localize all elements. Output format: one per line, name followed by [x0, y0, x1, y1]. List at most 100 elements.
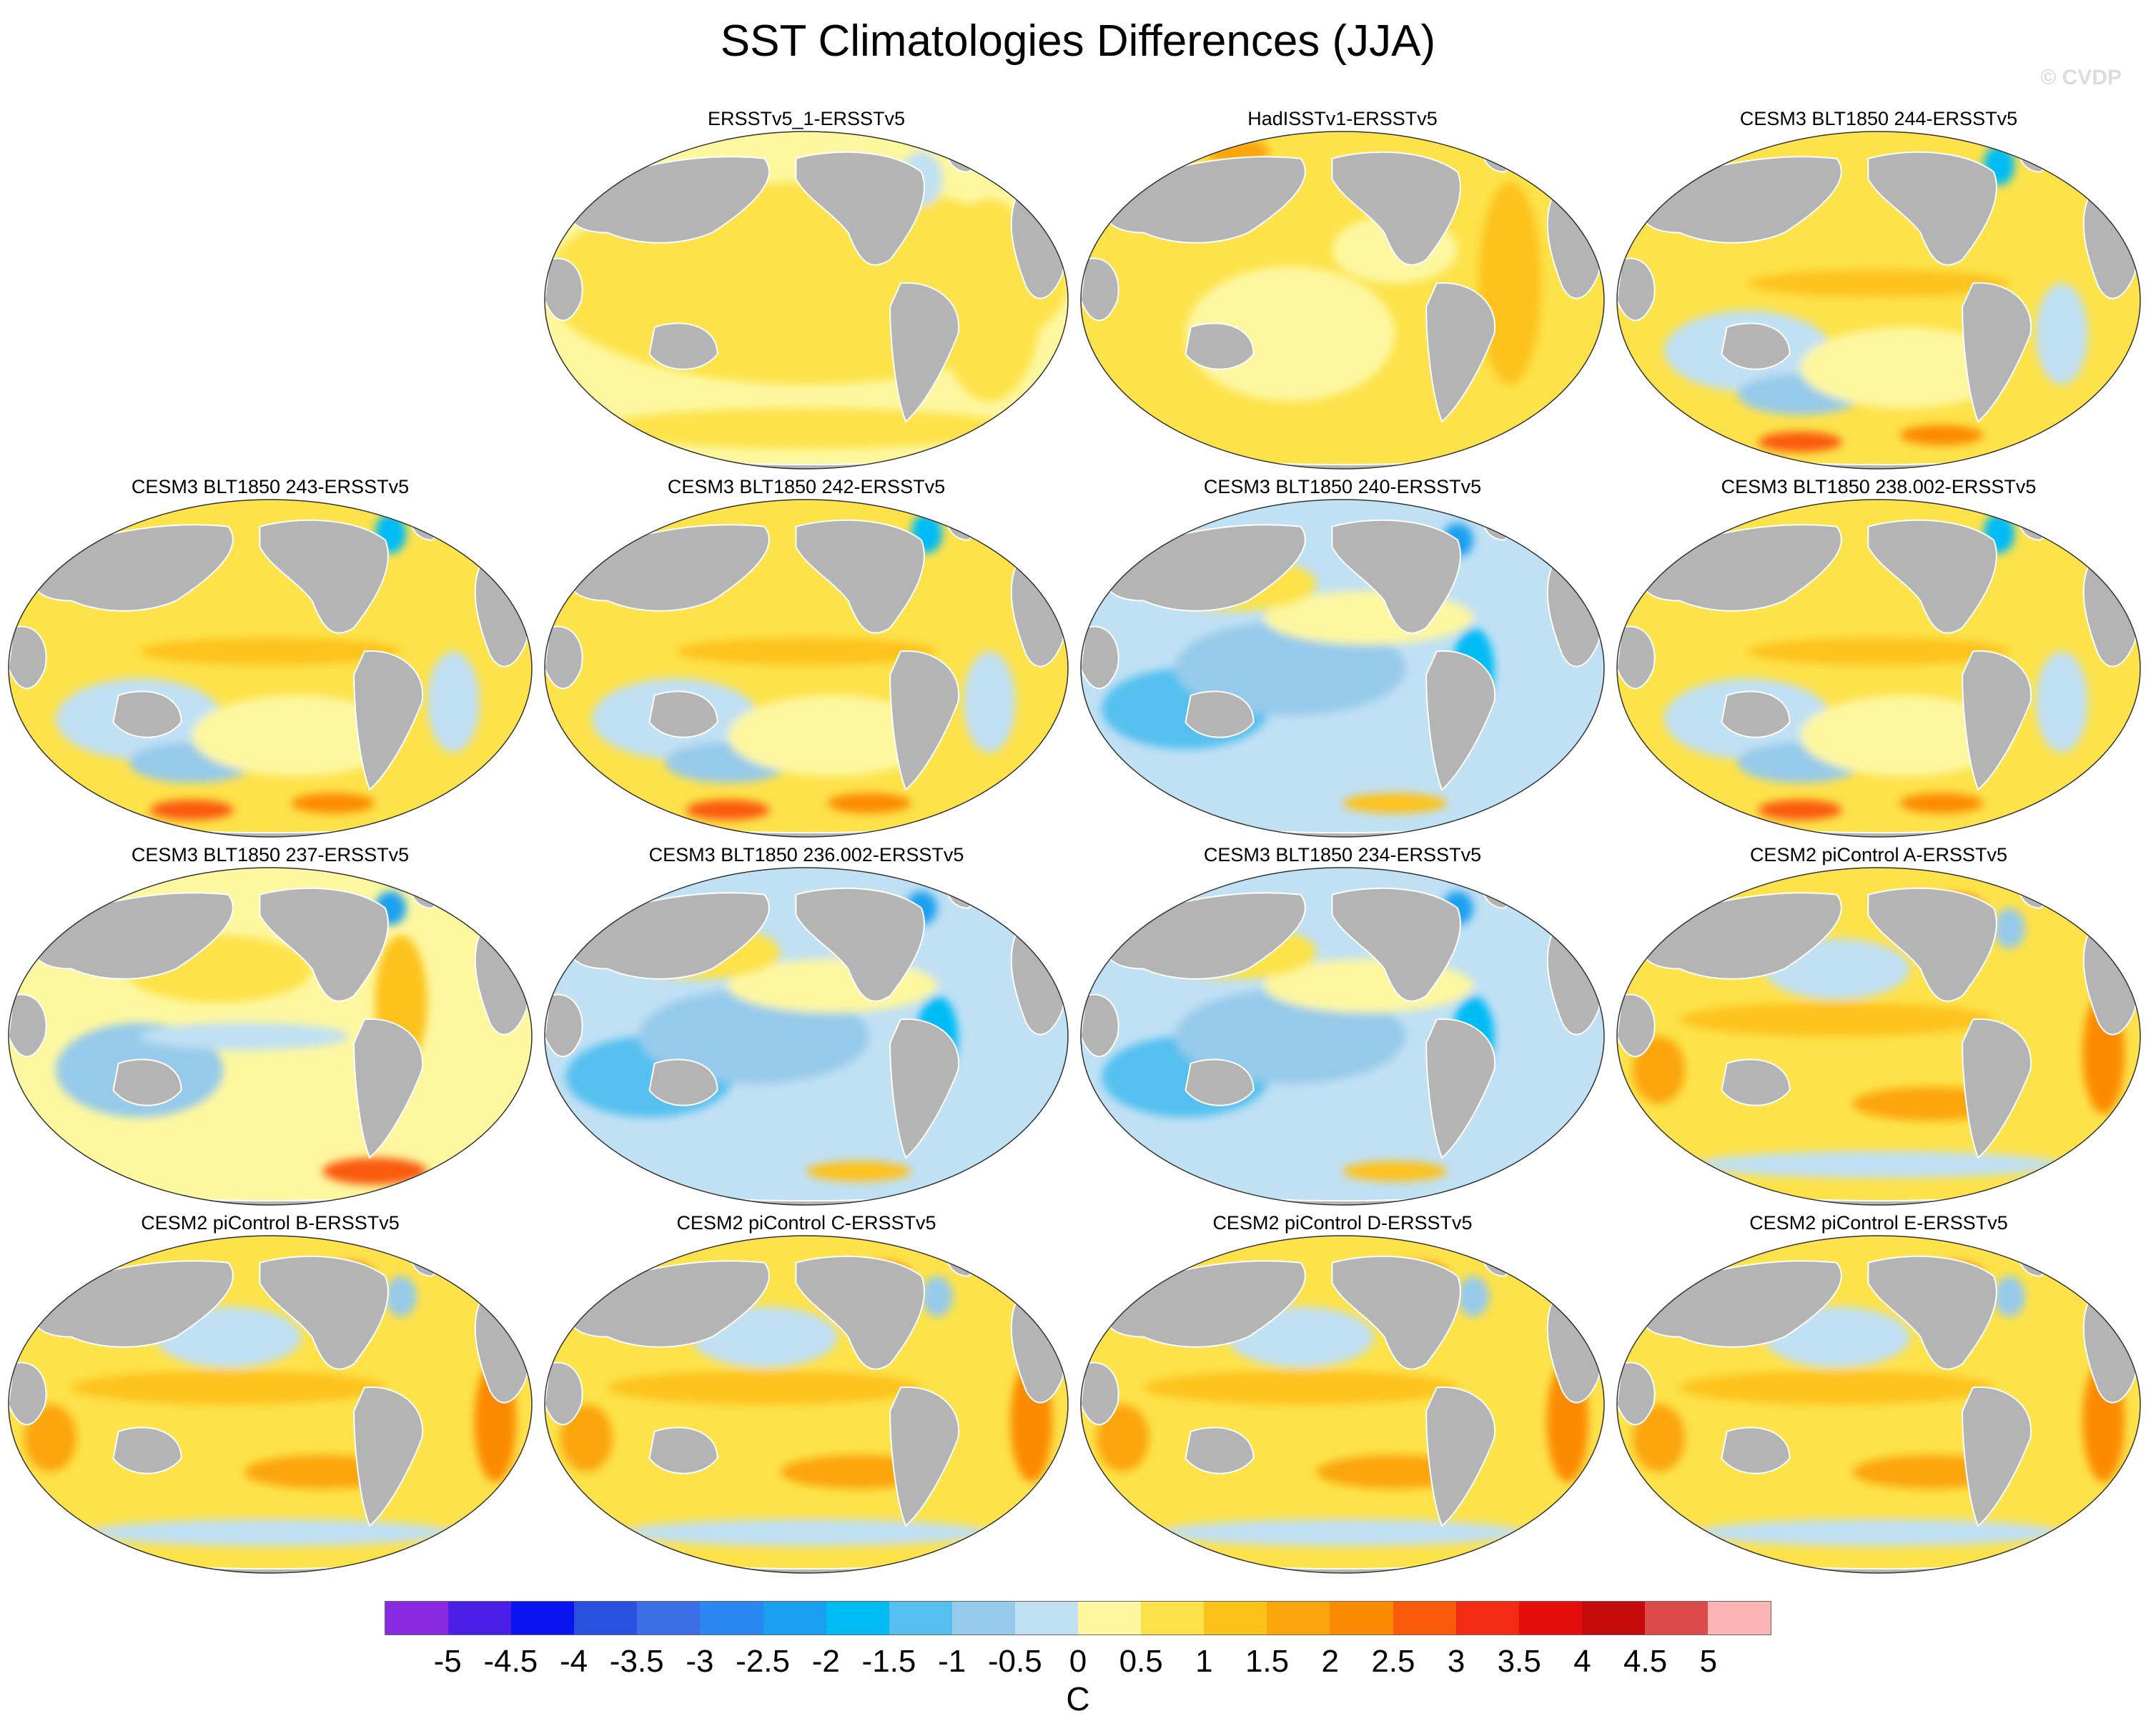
land-mass — [1867, 519, 1997, 634]
land-mass — [259, 519, 389, 634]
map-panel: CESM2 piControl B-ERSSTv5 — [6, 1211, 535, 1583]
world-map — [1616, 131, 2141, 470]
anomaly-region — [1758, 432, 1842, 452]
anomaly-region — [1800, 695, 2009, 777]
colorbar-tick-label: -4.5 — [483, 1644, 538, 1679]
colorbar-unit: C — [1066, 1680, 1090, 1717]
colorbar-swatch — [1014, 1602, 1079, 1635]
land-mass — [889, 1386, 960, 1527]
anomaly-region — [1096, 1404, 1149, 1472]
colorbar-tick-label: 5 — [1699, 1644, 1718, 1679]
map-outline — [1080, 131, 1605, 470]
anomaly-region — [1102, 1529, 1165, 1563]
anomaly-region — [149, 800, 234, 820]
world-map — [8, 867, 533, 1206]
map-panel: ERSSTv5_1-ERSSTv5 — [542, 107, 1071, 479]
anomaly-region — [1748, 269, 2009, 297]
anomaly-region — [1143, 1370, 1458, 1404]
land-mass — [1081, 625, 1119, 690]
anomaly-region — [24, 1404, 77, 1472]
map-outline — [1616, 867, 2141, 1206]
land-mass — [9, 993, 47, 1058]
colorbar-tick-label: 4 — [1573, 1644, 1591, 1679]
colorbar-swatch — [1393, 1602, 1456, 1635]
world-map — [1616, 499, 2141, 838]
map-outline — [1616, 1235, 2141, 1574]
anomaly-region — [192, 695, 401, 777]
land-mass — [648, 1427, 718, 1474]
land-mass — [1185, 1427, 1255, 1474]
map-panel: CESM3 BLT1850 238.002-ERSSTv5 — [1614, 475, 2143, 847]
anomaly-region — [139, 638, 401, 665]
map-outline — [1616, 131, 2141, 470]
anomaly-region — [1679, 1370, 1994, 1404]
land-mass — [1081, 1362, 1119, 1426]
colorbar-swatch — [1267, 1602, 1330, 1635]
land-mass — [1867, 1255, 1997, 1370]
anomaly-region — [806, 1161, 911, 1181]
panel-title: CESM3 BLT1850 240-ERSSTv5 — [1203, 476, 1482, 497]
land-mass — [1962, 282, 2032, 423]
land-mass — [112, 690, 182, 738]
map-outline — [544, 867, 1069, 1206]
colorbar-swatch — [385, 1602, 449, 1635]
anomaly-region — [1458, 1276, 1489, 1317]
panel-title: CESM3 BLT1850 236.002-ERSSTv5 — [648, 844, 964, 866]
anomaly-region — [1748, 638, 2009, 665]
land-mass — [1331, 1255, 1461, 1370]
colorbar-tick-label: 0 — [1069, 1644, 1087, 1679]
anomaly-region — [71, 1370, 386, 1404]
panel-title: CESM2 piControl D-ERSSTv5 — [1212, 1212, 1473, 1234]
anomaly-region — [1758, 800, 1842, 820]
colorbar-swatch — [448, 1602, 512, 1635]
panel-title: CESM3 BLT1850 244-ERSSTv5 — [1739, 108, 2018, 129]
colorbar-tick-label: 3 — [1447, 1644, 1465, 1679]
anomaly-region — [1632, 1036, 1686, 1104]
land-mass — [1185, 1058, 1255, 1106]
land-mass — [1081, 257, 1119, 322]
panel-title: CESM3 BLT1850 243-ERSSTv5 — [131, 476, 410, 497]
map-panel: CESM2 piControl C-ERSSTv5 — [542, 1211, 1071, 1583]
map-outline — [544, 131, 1069, 470]
anomaly-region — [623, 1519, 990, 1547]
colorbar-tick-label: 0.5 — [1119, 1644, 1163, 1679]
map-outline — [1080, 499, 1605, 838]
anomaly-region — [686, 800, 770, 820]
colorbar-tick-label: -3.5 — [609, 1644, 664, 1679]
land-mass — [1721, 1058, 1791, 1106]
land-mass — [1617, 1362, 1656, 1426]
land-mass — [1425, 282, 1496, 423]
land-mass — [1617, 625, 1656, 690]
colorbar-swatch — [1581, 1602, 1645, 1635]
world-map — [544, 131, 1069, 470]
land-mass — [1081, 993, 1119, 1058]
land-mass — [648, 322, 718, 370]
world-map — [8, 499, 533, 838]
anomaly-region — [560, 1404, 613, 1472]
colorbar-tick-label: -5 — [433, 1644, 462, 1679]
anomaly-region — [1175, 988, 1405, 1084]
colorbar-tick-label: 4.5 — [1623, 1644, 1668, 1679]
anomaly-region — [1175, 620, 1405, 716]
colorbar-tick-label: 1 — [1195, 1644, 1213, 1679]
land-mass — [1425, 1018, 1496, 1159]
colorbar-tick-label: -1.5 — [861, 1644, 916, 1679]
map-panel: CESM2 piControl A-ERSSTv5 — [1614, 843, 2143, 1215]
map-panel: CESM2 piControl E-ERSSTv5 — [1614, 1211, 2143, 1583]
anomaly-region — [29, 1529, 93, 1563]
colorbar-swatch — [700, 1602, 763, 1635]
colorbar-swatch — [1707, 1602, 1771, 1635]
map-panel: CESM3 BLT1850 244-ERSSTv5 — [1614, 107, 2143, 479]
world-map — [1080, 499, 1605, 838]
panel-title: CESM3 BLT1850 242-ERSSTv5 — [667, 476, 946, 497]
anomaly-region — [827, 793, 911, 813]
land-mass — [9, 625, 47, 690]
map-panel: CESM3 BLT1850 236.002-ERSSTv5 — [542, 843, 1071, 1215]
colorbar — [385, 1601, 1771, 1635]
anomaly-region — [2035, 651, 2088, 753]
panel-title: CESM2 piControl C-ERSSTv5 — [676, 1212, 936, 1234]
anomaly-region — [1159, 1519, 1526, 1547]
colorbar-tick-label: 2 — [1321, 1644, 1339, 1679]
map-outline — [1080, 867, 1605, 1206]
anomaly-region — [1899, 793, 1984, 813]
